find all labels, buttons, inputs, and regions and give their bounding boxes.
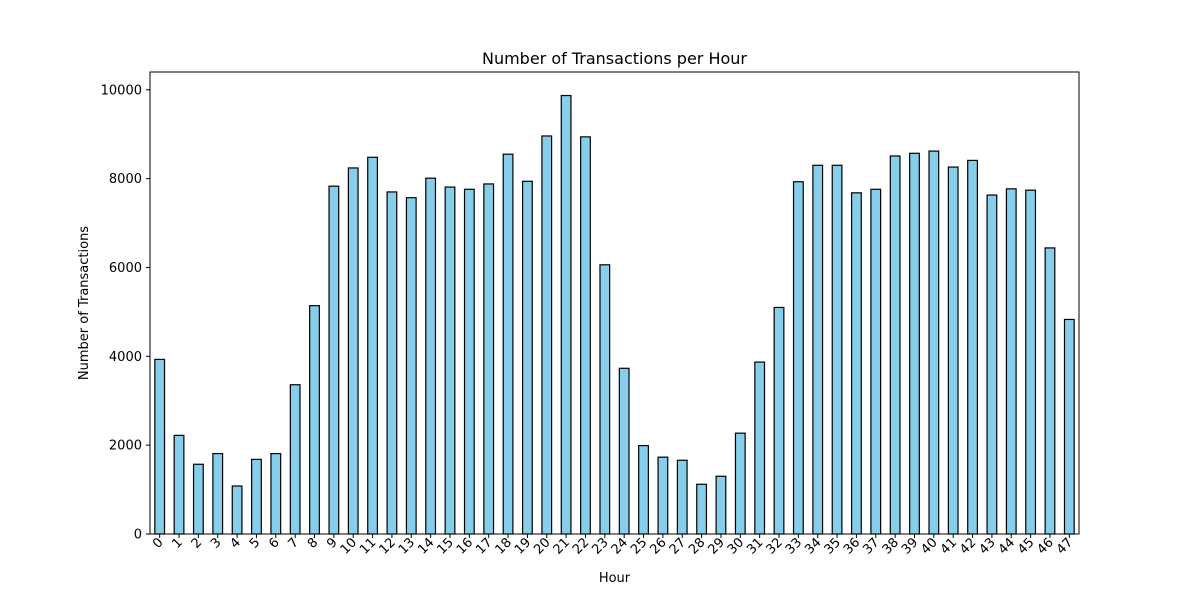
bar-hour-41 xyxy=(947,166,959,535)
bar-hour-5 xyxy=(251,458,262,535)
bar-hour-15 xyxy=(444,186,456,535)
bar-hour-1 xyxy=(173,434,185,535)
bar-hour-25 xyxy=(638,445,649,535)
x-axis-ticks: 0 1 2 3 4 5 6 7 8 9101112131415161718192021222324… xyxy=(150,534,1076,558)
x-tick-label: 4 xyxy=(227,535,243,551)
y-tick-label: 2000 xyxy=(109,439,142,454)
y-tick-label: 0 xyxy=(134,528,142,543)
bar-hour-9 xyxy=(328,185,340,535)
bar-hour-37 xyxy=(870,188,882,535)
bar-hour-4 xyxy=(231,485,243,535)
y-tick-label: 10000 xyxy=(101,83,142,98)
x-tick-label: 47 xyxy=(1054,535,1076,557)
bar-hour-11 xyxy=(367,156,379,535)
x-tick-label: 6 xyxy=(266,535,282,551)
y-axis-ticks: 0 2000 4000 6000 8000 10000 xyxy=(101,83,150,543)
bar-hour-0 xyxy=(154,358,166,535)
bar-hour-2 xyxy=(192,463,204,535)
x-tick-label: 1 xyxy=(169,535,185,551)
plot-frame xyxy=(149,71,1080,535)
bar-hour-31 xyxy=(754,361,766,535)
bar-hour-27 xyxy=(676,459,688,535)
bar-hour-8 xyxy=(309,305,320,535)
x-tick-label: 3 xyxy=(208,535,224,551)
x-tick-label: 9 xyxy=(324,535,340,551)
bar-hour-44 xyxy=(1005,188,1017,535)
bar-hour-33 xyxy=(792,181,804,535)
x-tick-label: 7 xyxy=(286,535,302,551)
bar-hour-43 xyxy=(986,194,998,535)
bar-hour-17 xyxy=(483,183,495,535)
y-tick-label: 4000 xyxy=(109,350,142,365)
bar-hour-29 xyxy=(715,475,727,535)
bar-hour-24 xyxy=(618,367,630,535)
x-axis-label: Hour xyxy=(599,571,631,586)
bar-hour-18 xyxy=(502,153,514,535)
y-tick-label: 8000 xyxy=(109,172,142,187)
bar-hour-40 xyxy=(928,150,940,535)
bar-hour-10 xyxy=(347,167,359,535)
bar-hour-13 xyxy=(405,197,417,535)
bar-hour-47 xyxy=(1063,318,1075,535)
bar-hour-12 xyxy=(386,191,398,535)
bar-hour-35 xyxy=(831,164,843,535)
bar-hour-7 xyxy=(289,384,301,535)
bar-hour-45 xyxy=(1025,189,1037,535)
bar-hour-28 xyxy=(696,483,708,535)
x-tick-label: 8 xyxy=(305,535,321,551)
bar-hour-6 xyxy=(270,452,282,535)
bar-hour-21 xyxy=(560,94,572,535)
y-axis-label: Number of Transactions xyxy=(77,226,92,380)
bar-hour-16 xyxy=(463,188,475,535)
bar-hour-42 xyxy=(967,159,978,535)
bar-hour-3 xyxy=(212,452,224,535)
chart-title: Number of Transactions per Hour xyxy=(482,49,747,68)
bar-hour-38 xyxy=(889,155,901,535)
bar-hour-46 xyxy=(1044,247,1056,535)
bar-hour-26 xyxy=(657,456,669,535)
y-tick-label: 6000 xyxy=(109,261,142,276)
bar-hour-23 xyxy=(599,264,611,535)
x-tick-label: 0 xyxy=(150,535,166,551)
bar-hour-14 xyxy=(425,177,437,535)
bar-hour-34 xyxy=(812,164,824,535)
bar-hour-32 xyxy=(773,306,785,535)
x-tick-label: 2 xyxy=(189,535,205,551)
bar-hour-19 xyxy=(521,180,533,535)
x-tick-label: 5 xyxy=(247,535,263,551)
bar-hour-30 xyxy=(734,432,746,535)
bar-hour-20 xyxy=(541,135,553,535)
bar-hour-39 xyxy=(909,152,920,535)
bars-layer xyxy=(154,94,1075,535)
bar-hour-36 xyxy=(850,192,862,535)
bar-hour-22 xyxy=(580,136,591,535)
